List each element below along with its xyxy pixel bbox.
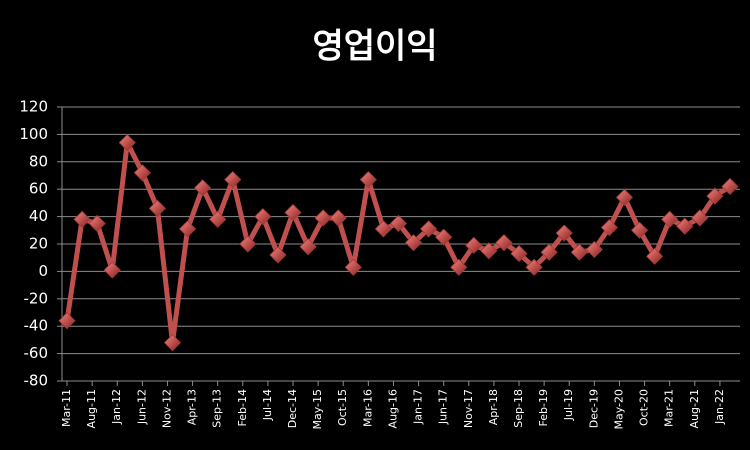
x-tick-label: Aug-11 [85, 389, 98, 428]
marker [178, 220, 197, 238]
marker [555, 224, 573, 242]
marker [404, 234, 423, 252]
marker [495, 234, 513, 252]
marker [570, 243, 588, 261]
marker [344, 258, 362, 276]
marker [676, 217, 694, 235]
x-tick-label: May-20 [612, 389, 625, 430]
marker [239, 235, 257, 253]
x-tick-label: Jan-12 [110, 389, 123, 425]
x-tick-label: Nov-12 [160, 389, 173, 428]
marker [254, 208, 272, 226]
marker [420, 220, 438, 238]
y-tick-label: -60 [24, 344, 49, 362]
x-tick-label: Jun-17 [437, 389, 450, 425]
y-tick-label: 20 [29, 235, 48, 253]
marker [269, 246, 287, 264]
marker [389, 214, 408, 233]
marker [450, 258, 468, 276]
marker [525, 258, 543, 276]
marker [284, 203, 302, 222]
x-tick-label: Aug-16 [386, 389, 399, 428]
marker [133, 164, 151, 182]
marker [299, 238, 317, 256]
x-tick-label: Jan-17 [412, 389, 425, 425]
marker [359, 171, 377, 189]
marker [209, 210, 227, 228]
y-tick-label: -80 [24, 372, 49, 390]
marker [148, 199, 166, 217]
y-tick-label: 120 [19, 98, 48, 116]
x-tick-label: Nov-17 [462, 389, 475, 428]
y-tick-label: -40 [24, 317, 49, 335]
x-tick-label: Mar-16 [361, 389, 374, 427]
x-tick-label: Dec-14 [286, 389, 299, 428]
marker [88, 214, 106, 233]
marker [329, 209, 347, 227]
y-tick-label: 0 [38, 262, 48, 280]
chart-title: 영업이익 [312, 27, 437, 67]
marker [630, 221, 649, 239]
x-tick-label: Mar-11 [60, 389, 73, 427]
marker [224, 171, 242, 189]
marker [58, 312, 76, 330]
marker [73, 210, 91, 228]
marker [706, 187, 724, 205]
y-tick-label: 40 [29, 207, 48, 225]
marker [510, 245, 528, 263]
marker [721, 177, 739, 196]
y-tick-label: -20 [24, 289, 49, 307]
marker [194, 179, 212, 197]
x-tick-label: Jun-12 [135, 389, 148, 425]
y-tick-label: 60 [29, 180, 48, 198]
x-tick-label: Aug-21 [688, 389, 701, 428]
x-tick-label: Jul-14 [261, 389, 274, 421]
x-tick-label: Apr-13 [186, 389, 199, 425]
marker [163, 334, 182, 352]
x-tick-label: May-15 [311, 389, 324, 430]
marker [314, 209, 332, 227]
marker [540, 243, 558, 261]
marker [600, 218, 618, 237]
marker [691, 209, 709, 227]
x-tick-label: Mar-21 [663, 389, 676, 427]
x-tick-label: Jul-19 [562, 389, 575, 421]
x-tick-label: Feb-14 [236, 389, 249, 426]
marker [103, 261, 121, 279]
marker [118, 134, 136, 152]
marker [374, 220, 392, 238]
marker [585, 240, 603, 259]
y-tick-label: 100 [19, 125, 48, 143]
y-tick-label: 80 [29, 152, 48, 170]
marker [465, 236, 483, 254]
x-tick-label: Apr-18 [487, 389, 500, 425]
x-tick-label: Sep-18 [512, 389, 525, 428]
x-tick-label: Dec-19 [587, 389, 600, 428]
marker [646, 247, 664, 265]
marker [480, 242, 498, 260]
x-tick-label: Jan-22 [713, 389, 726, 425]
marker [615, 188, 634, 206]
x-tick-label: Sep-13 [211, 389, 224, 428]
marker [435, 228, 453, 246]
x-tick-label: Oct-20 [638, 389, 651, 426]
x-tick-label: Oct-15 [336, 389, 349, 426]
x-tick-label: Feb-19 [537, 389, 550, 426]
marker [661, 210, 679, 228]
